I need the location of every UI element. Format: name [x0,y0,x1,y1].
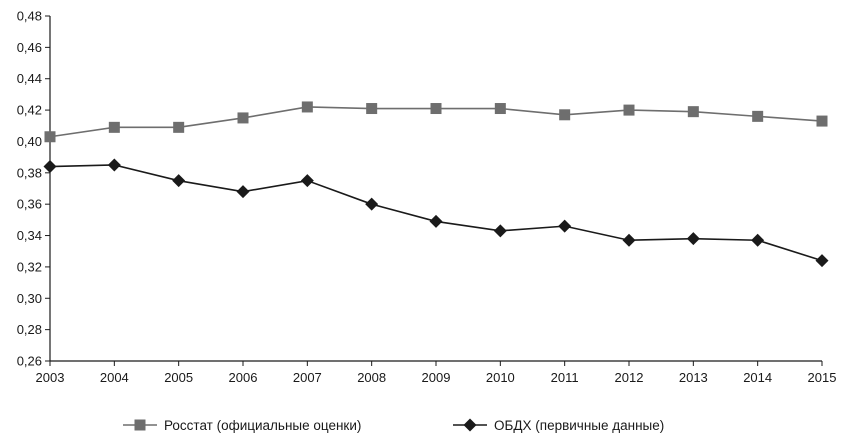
diamond-marker [493,224,507,238]
legend-diamond-marker [463,418,477,432]
series-group [43,101,829,268]
square-marker [237,112,249,124]
y-tick-label: 0,34 [17,228,42,243]
diamond-marker [751,233,765,247]
square-marker [366,103,378,115]
square-marker [494,103,506,115]
y-tick-label: 0,38 [17,165,42,180]
x-tick-label: 2005 [164,370,193,385]
x-tick-label: 2007 [293,370,322,385]
square-marker [173,121,185,133]
x-tick-label: 2012 [615,370,644,385]
y-tick-label: 0,42 [17,103,42,118]
square-marker [816,115,828,127]
x-tick-label: 2004 [100,370,129,385]
diamond-marker [172,174,186,188]
x-tick-label: 2003 [36,370,65,385]
y-tick-label: 0,48 [17,9,42,24]
diamond-marker [558,219,572,233]
series-1 [44,101,828,143]
diamond-marker [815,254,829,268]
square-marker [752,110,764,122]
y-tick-label: 0,36 [17,197,42,212]
legend-label: ОБДХ (первичные данные) [494,418,664,433]
diamond-marker [107,158,121,172]
y-tick-label: 0,46 [17,40,42,55]
diamond-marker [236,185,250,199]
y-tick-label: 0,26 [17,354,42,369]
diamond-marker [686,232,700,246]
y-tick-label: 0,40 [17,134,42,149]
series-line [49,164,823,262]
diamond-marker [43,160,57,174]
square-marker [687,106,699,118]
square-marker [44,131,56,143]
legend: Росстат (официальные оценки) ОБДХ (первич… [123,418,664,433]
x-tick-label: 2014 [743,370,772,385]
square-marker [108,121,120,133]
diamond-marker [365,197,379,211]
x-tick-label: 2010 [486,370,515,385]
series-2 [43,158,829,268]
x-tick-label: 2011 [551,370,579,385]
y-tick-label: 0,44 [17,71,42,86]
x-tick-label: 2008 [357,370,386,385]
square-marker [559,109,571,121]
legend-square-marker [134,419,146,431]
square-marker [623,104,635,116]
diamond-marker [429,214,443,228]
x-tick-label: 2009 [422,370,451,385]
x-tick-label: 2015 [808,370,837,385]
square-marker [430,103,442,115]
legend-item: ОБДХ (первичные данные) [453,418,664,433]
y-tick-label: 0,28 [17,322,42,337]
legend-label: Росстат (официальные оценки) [164,418,361,433]
legend-item: Росстат (официальные оценки) [123,418,361,433]
y-tick-label: 0,32 [17,259,42,274]
square-marker [301,101,313,113]
y-tick-label: 0,30 [17,291,42,306]
diamond-marker [622,233,636,247]
x-tick-label: 2013 [679,370,708,385]
axes: 0,26 0,28 0,30 0,32 0,34 0,36 0,38 0,40 0,42 0,44… [17,9,837,386]
diamond-marker [300,174,314,188]
x-tick-label: 2006 [229,370,258,385]
